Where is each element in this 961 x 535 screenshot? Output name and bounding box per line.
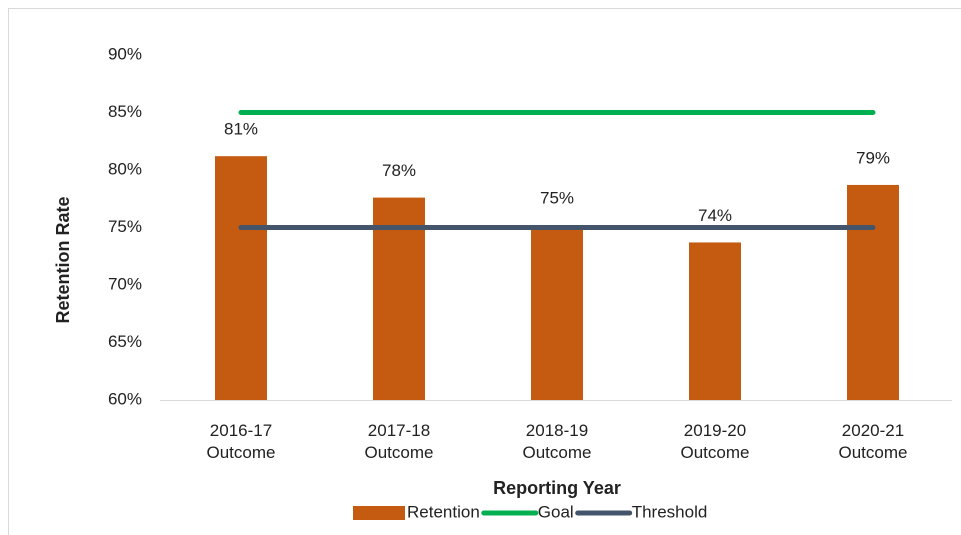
bar xyxy=(689,242,741,400)
data-label: 81% xyxy=(224,120,258,139)
bar xyxy=(215,156,267,400)
x-axis-title: Reporting Year xyxy=(493,478,621,498)
data-label: 78% xyxy=(382,161,416,180)
y-tick-label: 80% xyxy=(108,159,142,178)
y-tick-label: 85% xyxy=(108,102,142,121)
y-tick-label: 70% xyxy=(108,274,142,293)
y-tick-label: 65% xyxy=(108,332,142,351)
legend-label: Goal xyxy=(538,502,574,521)
y-tick-label: 75% xyxy=(108,217,142,236)
x-tick-label: 2018-19 Outcome xyxy=(522,421,592,462)
data-label: 75% xyxy=(540,189,574,208)
legend-label: Retention xyxy=(407,502,480,521)
data-label: 74% xyxy=(698,206,732,225)
x-tick-label: 2019-20 Outcome xyxy=(680,421,750,462)
x-tick-label: 2016-17 Outcome xyxy=(206,421,276,462)
data-label: 79% xyxy=(856,148,890,167)
frame xyxy=(8,8,961,535)
legend-swatch xyxy=(353,506,405,520)
legend-label: Threshold xyxy=(632,502,708,521)
y-tick-label: 60% xyxy=(108,389,142,408)
bar xyxy=(373,197,425,400)
x-tick-label: 2017-18 Outcome xyxy=(364,421,434,462)
x-tick-label: 2020-21 Outcome xyxy=(838,421,908,462)
bar xyxy=(531,225,583,400)
y-axis-title: Retention Rate xyxy=(53,196,73,323)
bar xyxy=(847,184,899,400)
y-tick-label: 90% xyxy=(108,44,142,63)
